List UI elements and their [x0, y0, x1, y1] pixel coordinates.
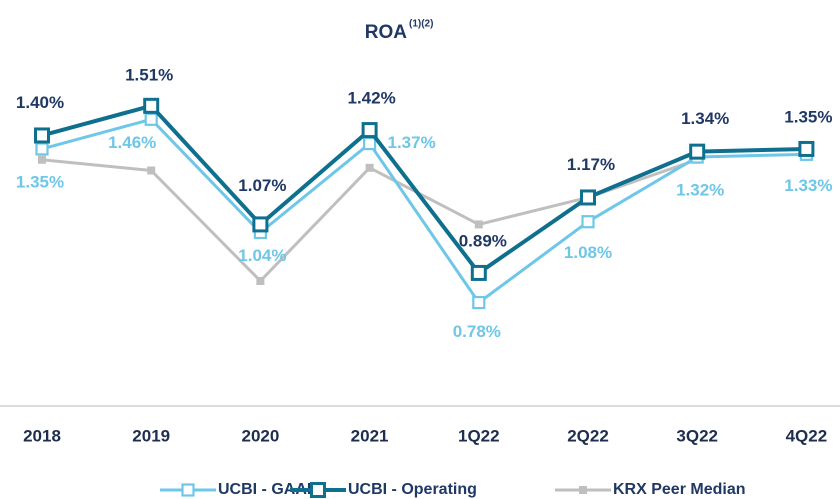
point-marker — [256, 277, 265, 286]
data-label: 1.42% — [347, 89, 395, 108]
data-label: 1.04% — [238, 246, 286, 265]
series-line — [41, 103, 807, 275]
point-marker — [147, 166, 156, 175]
x-tick-label: 4Q22 — [786, 426, 828, 445]
point-marker — [363, 136, 377, 151]
data-label: 1.35% — [784, 107, 832, 126]
data-label: 1.32% — [676, 181, 724, 200]
point-marker — [34, 127, 50, 144]
data-label: 1.40% — [16, 93, 64, 112]
legend-marker — [579, 486, 587, 494]
point-marker — [361, 122, 378, 139]
legend-label: UCBI - Operating — [348, 481, 477, 498]
point-marker — [365, 163, 374, 172]
data-label: 0.89% — [459, 231, 507, 250]
data-label: 1.33% — [784, 176, 832, 195]
point-marker — [798, 140, 815, 157]
data-label: 1.46% — [108, 133, 156, 152]
x-tick-label: 2018 — [23, 426, 61, 445]
point-marker — [252, 216, 269, 233]
x-tick-label: 2021 — [351, 426, 389, 445]
data-label: 0.78% — [453, 322, 501, 341]
data-label: 1.07% — [238, 176, 286, 195]
data-label: 1.08% — [564, 243, 612, 262]
series-line — [41, 117, 807, 305]
x-tick-label: 3Q22 — [676, 426, 718, 445]
data-label: 1.35% — [16, 172, 64, 191]
legend-marker — [310, 482, 326, 498]
point-marker — [472, 295, 486, 310]
legend-marker — [181, 483, 195, 497]
point-marker — [143, 97, 160, 114]
x-tick-label: 1Q22 — [458, 426, 500, 445]
data-label: 1.51% — [125, 65, 173, 84]
x-tick-label: 2Q22 — [567, 426, 609, 445]
point-marker — [38, 155, 46, 164]
chart-title: ROA — [365, 22, 408, 43]
data-label: 1.37% — [387, 133, 435, 152]
x-tick-label: 2019 — [132, 426, 170, 445]
x-tick-label: 2020 — [241, 426, 279, 445]
point-marker — [689, 143, 706, 160]
point-marker — [580, 189, 596, 206]
point-marker — [581, 215, 595, 229]
title-note: (1)(2) — [409, 19, 433, 30]
legend-label: UCBI - GAAP — [218, 481, 318, 498]
data-label: 1.34% — [681, 109, 729, 128]
point-marker — [35, 142, 49, 156]
point-marker — [144, 112, 158, 126]
point-marker — [474, 220, 483, 229]
point-marker — [470, 264, 487, 281]
data-label: 1.17% — [567, 155, 615, 174]
legend-label: KRX Peer Median — [613, 481, 745, 498]
